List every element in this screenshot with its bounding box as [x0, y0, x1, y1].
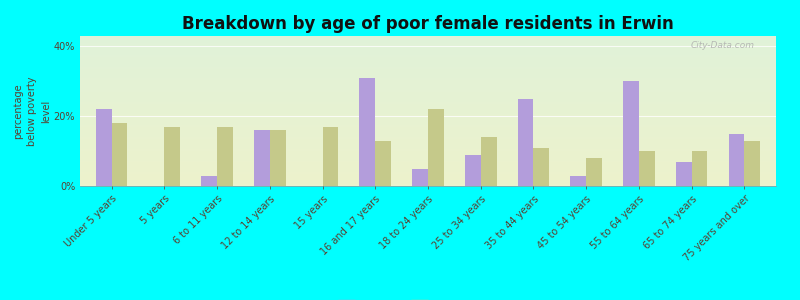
Bar: [359, 78, 375, 186]
Bar: [623, 81, 639, 186]
Bar: [692, 151, 707, 186]
Y-axis label: percentage
below poverty
level: percentage below poverty level: [13, 76, 51, 146]
Bar: [217, 127, 233, 186]
Bar: [518, 99, 534, 186]
Title: Breakdown by age of poor female residents in Erwin: Breakdown by age of poor female resident…: [182, 15, 674, 33]
Bar: [639, 151, 654, 186]
Bar: [465, 154, 481, 186]
Bar: [112, 123, 127, 186]
Text: City-Data.com: City-Data.com: [691, 40, 755, 50]
Bar: [586, 158, 602, 186]
Bar: [412, 169, 428, 186]
Bar: [96, 109, 112, 186]
Bar: [202, 176, 217, 186]
Bar: [375, 141, 391, 186]
Bar: [428, 109, 444, 186]
Bar: [744, 141, 760, 186]
Bar: [254, 130, 270, 186]
Bar: [729, 134, 744, 186]
Bar: [322, 127, 338, 186]
Bar: [570, 176, 586, 186]
Bar: [481, 137, 497, 186]
Bar: [164, 127, 180, 186]
Bar: [676, 162, 692, 186]
Bar: [270, 130, 286, 186]
Bar: [534, 148, 550, 186]
